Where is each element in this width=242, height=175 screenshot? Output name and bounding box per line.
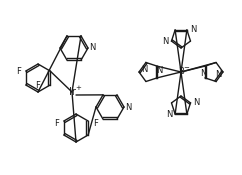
Text: F: F (54, 118, 59, 128)
Text: N: N (89, 44, 95, 52)
Text: −: − (183, 65, 189, 71)
Text: N: N (156, 66, 162, 75)
Text: Ir: Ir (68, 87, 76, 97)
Text: N: N (162, 37, 168, 46)
Text: N: N (190, 25, 196, 34)
Text: N: N (125, 103, 131, 111)
Text: F: F (36, 80, 40, 89)
Text: N: N (166, 110, 172, 119)
Text: N: N (215, 69, 221, 79)
Text: F: F (93, 118, 98, 128)
Text: N: N (141, 65, 147, 75)
Text: B: B (178, 68, 184, 76)
Text: N: N (194, 98, 200, 107)
Text: N: N (200, 69, 206, 78)
Text: F: F (16, 66, 21, 75)
Text: +: + (75, 85, 81, 91)
